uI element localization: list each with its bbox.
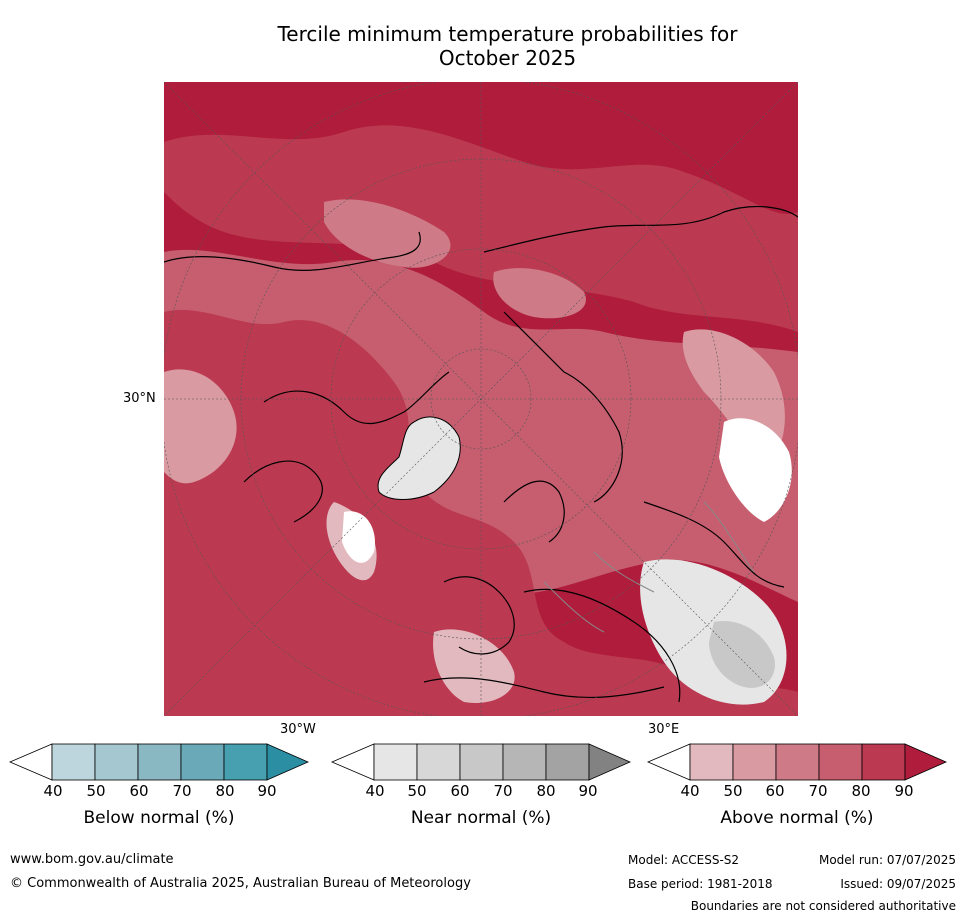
tick-label: 90: [578, 782, 598, 800]
colorbar-svg: [8, 743, 309, 781]
zone-near-normal-central-asia: [719, 418, 792, 522]
coastline-europe: [523, 588, 681, 703]
legend-label-near-normal: Near normal (%): [410, 808, 552, 828]
tick-label: 80: [536, 782, 556, 800]
coastline-caspian: [643, 501, 785, 588]
greenland-landmass: [377, 416, 461, 500]
tick-label: 60: [129, 782, 149, 800]
zone-70-siberia: [493, 268, 586, 319]
colorbar-segment: [689, 743, 734, 781]
colorbar-svg: [646, 743, 947, 781]
colorbar-segment: [459, 743, 504, 781]
colorbar-segment: [94, 743, 139, 781]
tick-label: 70: [493, 782, 513, 800]
tick-label: 60: [450, 782, 470, 800]
legend-label-below-normal: Below normal (%): [83, 808, 235, 828]
footer-issued: Issued: 09/07/2025: [840, 877, 956, 891]
footer-website[interactable]: www.bom.gov.au/climate: [10, 852, 174, 867]
coastline-eurasia-arctic: [503, 311, 623, 503]
coastline-north-america-north: [164, 231, 421, 271]
tick-label: 50: [723, 782, 743, 800]
coastline-canadian-arctic: [263, 371, 450, 425]
colorbar-near-normal: [330, 742, 632, 782]
coastline-scandinavia: [503, 480, 565, 543]
colorbar-extension-high: [266, 743, 309, 781]
colorbar-segment: [416, 743, 461, 781]
title-line-1: Tercile minimum temperature probabilitie…: [277, 22, 738, 46]
latitude-label: 30°N: [123, 391, 156, 406]
colorbar-segment: [51, 743, 96, 781]
graticule: [164, 82, 798, 716]
zone-80-north: [164, 125, 798, 332]
colorbar-segment: [732, 743, 777, 781]
map-canvas: [164, 82, 798, 716]
coastline-mediterranean: [423, 677, 665, 699]
colorbar-segment: [818, 743, 863, 781]
map-title: Tercile minimum temperature probabilitie…: [160, 22, 855, 70]
colorbar-extension-high: [904, 743, 947, 781]
colorbar-extension-low: [8, 743, 53, 781]
zone-near-normal-arabia: [709, 621, 775, 688]
colorbar-segment: [223, 743, 268, 781]
probability-map: [164, 82, 798, 716]
tick-label: 40: [43, 782, 63, 800]
colorbar-segment: [137, 743, 182, 781]
tick-label: 70: [172, 782, 192, 800]
tick-label: 60: [765, 782, 785, 800]
coastline-hudson-bay: [243, 460, 323, 523]
colorbar-extension-low: [330, 743, 375, 781]
longitude-label-east: 30°E: [648, 722, 680, 737]
tick-label: 80: [215, 782, 235, 800]
footer-copyright: © Commonwealth of Australia 2025, Austra…: [10, 876, 471, 891]
footer-model: Model: ACCESS-S2: [628, 853, 740, 867]
colorbar-segment: [502, 743, 547, 781]
footer-base-period: Base period: 1981-2018: [628, 877, 773, 891]
colorbar-segment: [373, 743, 418, 781]
tick-label: 40: [680, 782, 700, 800]
title-line-2: October 2025: [438, 46, 577, 70]
colorbar-extension-low: [646, 743, 691, 781]
colorbar-above-normal: [646, 742, 948, 782]
colorbar-segment: [545, 743, 590, 781]
coastline-british-isles: [443, 576, 515, 655]
zone-60-america-west: [164, 369, 237, 484]
country-borders: [543, 501, 755, 633]
graticule-lat-80: [430, 348, 532, 450]
graticule-lat-60: [330, 248, 632, 550]
zone-80-south: [164, 309, 798, 716]
colorbar-below-normal: [8, 742, 310, 782]
colorbar-extension-high: [588, 743, 631, 781]
tick-label: 80: [851, 782, 871, 800]
zone-50-north-africa: [433, 629, 515, 703]
tick-label: 90: [894, 782, 914, 800]
colorbar-segment: [775, 743, 820, 781]
footer-disclaimer: Boundaries are not considered authoritat…: [690, 899, 956, 913]
coastline-siberia: [483, 206, 798, 253]
tick-label: 50: [407, 782, 427, 800]
graticule-meridian-diag2: [164, 82, 798, 716]
tick-label: 40: [365, 782, 385, 800]
zone-70-pacific: [324, 199, 451, 268]
tick-label: 90: [257, 782, 277, 800]
colorbar-svg: [330, 743, 631, 781]
zone-near-normal-atlantic: [342, 511, 375, 563]
longitude-label-west: 30°W: [280, 722, 316, 737]
legend-label-above-normal: Above normal (%): [720, 808, 874, 828]
colorbar-segment: [861, 743, 906, 781]
colorbar-segment: [180, 743, 225, 781]
tick-label: 70: [808, 782, 828, 800]
footer-model-run: Model run: 07/07/2025: [818, 853, 956, 867]
tick-label: 50: [86, 782, 106, 800]
